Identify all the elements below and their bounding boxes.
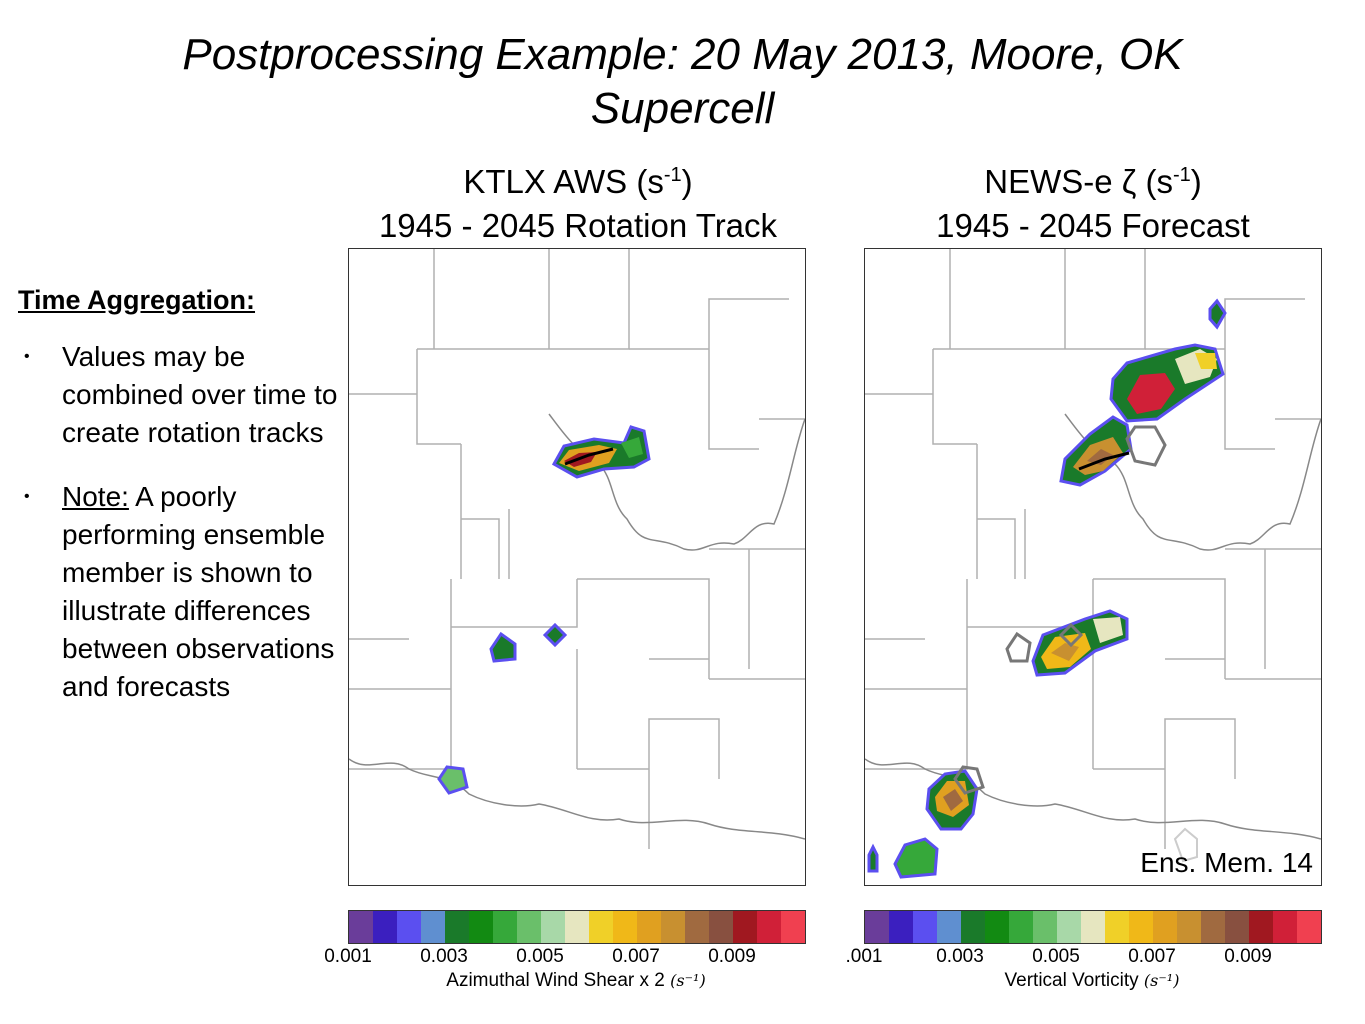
- right-map-graphic: [865, 249, 1321, 879]
- right-colorbar-segment: [1153, 911, 1177, 943]
- right-colorbar-tick-label: 0.007: [1128, 946, 1176, 967]
- left-colorbar-segment: [637, 911, 661, 943]
- left-colorbar-label-text: Azimuthal Wind Shear x 2: [446, 970, 671, 991]
- right-colorbar-segment: [961, 911, 985, 943]
- ensemble-member-label: Ens. Mem. 14: [1140, 847, 1313, 878]
- left-colorbar-ticks: 0.001 0.003 0.005 0.007 0.009: [324, 946, 804, 968]
- left-colorbar-segment: [445, 911, 469, 943]
- forecast-track-southwest: [867, 765, 1198, 879]
- forecast-track-tiny: [1208, 298, 1227, 330]
- sidebar-heading: Time Aggregation:: [18, 285, 256, 315]
- right-colorbar-segment: [1081, 911, 1105, 943]
- left-colorbar-segment: [757, 911, 781, 943]
- right-colorbar-segment: [1273, 911, 1297, 943]
- right-colorbar-segment: [1201, 911, 1225, 943]
- right-colorbar-unit: (s⁻¹): [1143, 971, 1180, 990]
- right-heading-exponent: -1: [1172, 164, 1191, 186]
- right-colorbar-segment: [1033, 911, 1057, 943]
- right-panel-subheading: 1945 - 2045 Forecast: [936, 207, 1250, 244]
- right-colorbar-segment: [1105, 911, 1129, 943]
- left-colorbar-tick-label: 0.005: [516, 946, 564, 967]
- left-colorbar-segment: [349, 911, 373, 943]
- right-colorbar-segment: [1249, 911, 1273, 943]
- county-borders: [349, 249, 805, 849]
- county-borders: [865, 249, 1321, 849]
- right-colorbar-segment: [937, 911, 961, 943]
- right-colorbar-segment: [889, 911, 913, 943]
- left-colorbar-segment: [685, 911, 709, 943]
- right-map: Ens. Mem. 14: [864, 248, 1322, 886]
- left-map: [348, 248, 806, 886]
- right-panel-heading: NEWS-e ζ (s-1) 1945 - 2045 Forecast: [848, 160, 1338, 248]
- left-colorbar-tick-label: 0.001: [324, 946, 372, 967]
- left-colorbar-segment: [541, 911, 565, 943]
- left-colorbar-segment: [421, 911, 445, 943]
- left-colorbar-unit: (s⁻¹): [670, 971, 706, 990]
- right-colorbar-segment: [1057, 911, 1081, 943]
- left-colorbar-segment: [709, 911, 733, 943]
- left-track-small-3: [437, 765, 469, 795]
- bullet-2-label: Note:: [62, 481, 129, 512]
- left-map-graphic: [349, 249, 805, 849]
- left-heading-close: ): [681, 163, 693, 200]
- forecast-track-main: [1059, 415, 1167, 487]
- left-colorbar-segment: [397, 911, 421, 943]
- bullet-item-2: Note: A poorly performing ensemble membe…: [18, 478, 338, 706]
- right-colorbar-tick-label: 0.009: [1224, 946, 1272, 967]
- left-colorbar-segment: [469, 911, 493, 943]
- left-rotation-track-main: [551, 425, 651, 479]
- right-colorbar-segment: [1129, 911, 1153, 943]
- forecast-track-northeast: [1109, 343, 1225, 423]
- left-colorbar-segment: [781, 911, 805, 943]
- slide-title: Postprocessing Example: 20 May 2013, Moo…: [0, 28, 1365, 136]
- right-colorbar-tick-label: 0.003: [936, 946, 984, 967]
- left-colorbar-segment: [493, 911, 517, 943]
- bullet-list: Values may be combined over time to crea…: [18, 338, 338, 706]
- forecast-track-middle: [1005, 609, 1129, 677]
- right-colorbar-segment: [1009, 911, 1033, 943]
- right-heading-text: NEWS-e ζ (s: [984, 163, 1173, 200]
- bullet-1-text: Values may be combined over time to crea…: [62, 341, 338, 448]
- bullet-2-text: A poorly performing ensemble member is s…: [62, 481, 335, 702]
- right-colorbar-tick-label: 0.005: [1032, 946, 1080, 967]
- left-colorbar: [348, 910, 806, 944]
- left-colorbar-segment: [613, 911, 637, 943]
- left-panel-subheading: 1945 - 2045 Rotation Track: [378, 207, 778, 244]
- right-colorbar-segment: [985, 911, 1009, 943]
- left-colorbar-tick-label: 0.009: [708, 946, 756, 967]
- left-track-small-1: [489, 631, 517, 663]
- right-colorbar-tick-label: .001: [845, 946, 883, 967]
- left-track-small-2: [542, 622, 568, 648]
- left-colorbar-segment: [733, 911, 757, 943]
- right-colorbar-segment: [1177, 911, 1201, 943]
- right-colorbar-label: Vertical Vorticity (s⁻¹): [864, 970, 1320, 992]
- left-colorbar-segment: [565, 911, 589, 943]
- state-border: [548, 413, 805, 551]
- title-line-2: Supercell: [590, 84, 775, 133]
- title-line-1: Postprocessing Example: 20 May 2013, Moo…: [182, 30, 1183, 79]
- left-colorbar-segment: [373, 911, 397, 943]
- right-colorbar-label-text: Vertical Vorticity: [1004, 970, 1144, 991]
- right-colorbar-segment: [1225, 911, 1249, 943]
- sidebar: Time Aggregation: Values may be combined…: [18, 285, 338, 732]
- right-colorbar-segment: [865, 911, 889, 943]
- left-colorbar-segment: [589, 911, 613, 943]
- left-heading-exponent: -1: [663, 164, 682, 186]
- left-colorbar-tick-label: 0.003: [420, 946, 468, 967]
- left-colorbar-segment: [517, 911, 541, 943]
- left-colorbar-label: Azimuthal Wind Shear x 2 (s⁻¹): [348, 970, 804, 992]
- red-river-border: [349, 758, 805, 840]
- right-colorbar-segment: [913, 911, 937, 943]
- bullet-item-1: Values may be combined over time to crea…: [18, 338, 338, 452]
- left-colorbar-tick-label: 0.007: [612, 946, 660, 967]
- red-river-border: [865, 758, 1321, 840]
- right-colorbar-segment: [1297, 911, 1321, 943]
- right-colorbar-ticks: .001 0.003 0.005 0.007 0.009: [846, 946, 1320, 968]
- right-heading-close: ): [1190, 163, 1202, 200]
- left-panel-heading: KTLX AWS (s-1) 1945 - 2045 Rotation Trac…: [333, 160, 823, 248]
- left-colorbar-segment: [661, 911, 685, 943]
- left-heading-text: KTLX AWS (s: [463, 163, 664, 200]
- right-colorbar: [864, 910, 1322, 944]
